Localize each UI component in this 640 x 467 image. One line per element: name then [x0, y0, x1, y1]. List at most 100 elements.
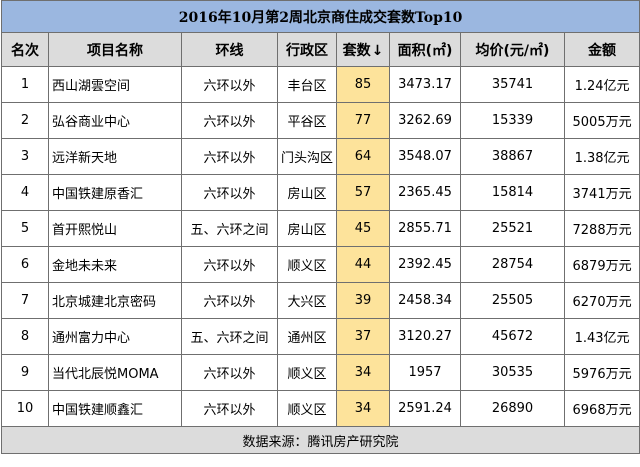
cell-district: 房山区	[277, 174, 337, 211]
cell-avg-price: 25521	[460, 210, 565, 247]
ranking-table: 2016年10月第2周北京商住成交套数Top10 名次 项目名称 环线 行政区 …	[0, 0, 640, 454]
cell-amount: 6879万元	[563, 246, 640, 283]
source-note: 数据来源：腾讯房产研究院	[0, 426, 640, 454]
cell-ring: 五、六环之间	[181, 318, 278, 355]
cell-units: 45	[336, 210, 390, 247]
cell-project-name: 中国铁建原香汇	[48, 174, 182, 211]
cell-units: 77	[336, 102, 390, 139]
cell-area: 2365.45	[389, 174, 461, 211]
cell-project-name: 远洋新天地	[48, 138, 182, 175]
cell-project-name: 西山湖雲空间	[48, 66, 182, 103]
cell-project-name: 弘谷商业中心	[48, 102, 182, 139]
cell-avg-price: 26890	[460, 390, 565, 427]
header-avg-price: 均价(元/㎡)	[460, 32, 565, 67]
cell-area: 2458.34	[389, 282, 461, 319]
cell-avg-price: 15339	[460, 102, 565, 139]
cell-amount: 1.38亿元	[563, 138, 640, 175]
cell-rank: 6	[1, 246, 49, 283]
header-area: 面积(㎡)	[389, 32, 461, 67]
header-row: 名次 项目名称 环线 行政区 套数↓ 面积(㎡) 均价(元/㎡) 金额	[1, 32, 640, 67]
cell-district: 平谷区	[277, 102, 337, 139]
cell-ring: 六环以外	[181, 66, 278, 103]
cell-area: 3548.07	[389, 138, 461, 175]
cell-avg-price: 45672	[460, 318, 565, 355]
cell-units: 85	[336, 66, 390, 103]
cell-amount: 6270万元	[563, 282, 640, 319]
cell-units: 44	[336, 246, 390, 283]
cell-amount: 1.24亿元	[563, 66, 640, 103]
table-row: 6 金地未未来 六环以外 顺义区 44 2392.45 28754 6879万元	[1, 246, 640, 283]
cell-area: 1957	[389, 354, 461, 391]
cell-rank: 8	[1, 318, 49, 355]
cell-units: 37	[336, 318, 390, 355]
cell-ring: 六环以外	[181, 246, 278, 283]
cell-rank: 2	[1, 102, 49, 139]
cell-district: 门头沟区	[277, 138, 337, 175]
cell-units: 39	[336, 282, 390, 319]
cell-area: 3473.17	[389, 66, 461, 103]
header-project: 项目名称	[48, 32, 182, 67]
sort-down-arrow-icon: ↓	[371, 42, 384, 59]
cell-ring: 六环以外	[181, 354, 278, 391]
cell-project-name: 金地未未来	[48, 246, 182, 283]
cell-rank: 7	[1, 282, 49, 319]
cell-rank: 5	[1, 210, 49, 247]
cell-area: 3120.27	[389, 318, 461, 355]
cell-amount: 6968万元	[563, 390, 640, 427]
cell-ring: 六环以外	[181, 282, 278, 319]
header-amount: 金额	[563, 32, 640, 67]
cell-ring: 六环以外	[181, 138, 278, 175]
cell-avg-price: 38867	[460, 138, 565, 175]
cell-district: 大兴区	[277, 282, 337, 319]
cell-project-name: 北京城建北京密码	[48, 282, 182, 319]
header-ring: 环线	[181, 32, 278, 67]
header-rank: 名次	[1, 32, 49, 67]
table-row: 3 远洋新天地 六环以外 门头沟区 64 3548.07 38867 1.38亿元	[1, 138, 640, 175]
cell-project-name: 通州富力中心	[48, 318, 182, 355]
cell-area: 3262.69	[389, 102, 461, 139]
cell-avg-price: 30535	[460, 354, 565, 391]
cell-units: 34	[336, 390, 390, 427]
cell-amount: 3741万元	[563, 174, 640, 211]
table-title: 2016年10月第2周北京商住成交套数Top10	[0, 0, 640, 33]
cell-ring: 六环以外	[181, 102, 278, 139]
cell-avg-price: 28754	[460, 246, 565, 283]
table-row: 8 通州富力中心 五、六环之间 通州区 37 3120.27 45672 1.43亿元	[1, 318, 640, 355]
table-row: 2 弘谷商业中心 六环以外 平谷区 77 3262.69 15339 5005万元	[1, 102, 640, 139]
cell-project-name: 中国铁建顺鑫汇	[48, 390, 182, 427]
table-row: 9 当代北辰悦MOMA 六环以外 顺义区 34 1957 30535 5976万元	[1, 354, 640, 391]
header-units: 套数↓	[336, 32, 390, 67]
cell-units: 64	[336, 138, 390, 175]
cell-area: 2392.45	[389, 246, 461, 283]
cell-amount: 5976万元	[563, 354, 640, 391]
cell-units: 57	[336, 174, 390, 211]
cell-rank: 4	[1, 174, 49, 211]
cell-area: 2591.24	[389, 390, 461, 427]
cell-rank: 10	[1, 390, 49, 427]
cell-ring: 六环以外	[181, 174, 278, 211]
cell-area: 2855.71	[389, 210, 461, 247]
table-row: 10 中国铁建顺鑫汇 六环以外 顺义区 34 2591.24 26890 6968万元	[1, 390, 640, 427]
cell-rank: 3	[1, 138, 49, 175]
cell-district: 通州区	[277, 318, 337, 355]
table-row: 5 首开熙悦山 五、六环之间 房山区 45 2855.71 25521 7288万元	[1, 210, 640, 247]
table-row: 4 中国铁建原香汇 六环以外 房山区 57 2365.45 15814 3741万元	[1, 174, 640, 211]
title-row: 2016年10月第2周北京商住成交套数Top10	[0, 0, 640, 33]
header-units-label: 套数	[342, 42, 371, 59]
cell-district: 顺义区	[277, 354, 337, 391]
cell-avg-price: 15814	[460, 174, 565, 211]
cell-district: 丰台区	[277, 66, 337, 103]
cell-district: 顺义区	[277, 246, 337, 283]
source-row: 数据来源：腾讯房产研究院	[0, 426, 640, 454]
cell-project-name: 首开熙悦山	[48, 210, 182, 247]
header-district: 行政区	[277, 32, 337, 67]
cell-ring: 五、六环之间	[181, 210, 278, 247]
cell-units: 34	[336, 354, 390, 391]
cell-amount: 5005万元	[563, 102, 640, 139]
cell-rank: 1	[1, 66, 49, 103]
cell-rank: 9	[1, 354, 49, 391]
cell-avg-price: 25505	[460, 282, 565, 319]
cell-amount: 1.43亿元	[563, 318, 640, 355]
cell-district: 房山区	[277, 210, 337, 247]
